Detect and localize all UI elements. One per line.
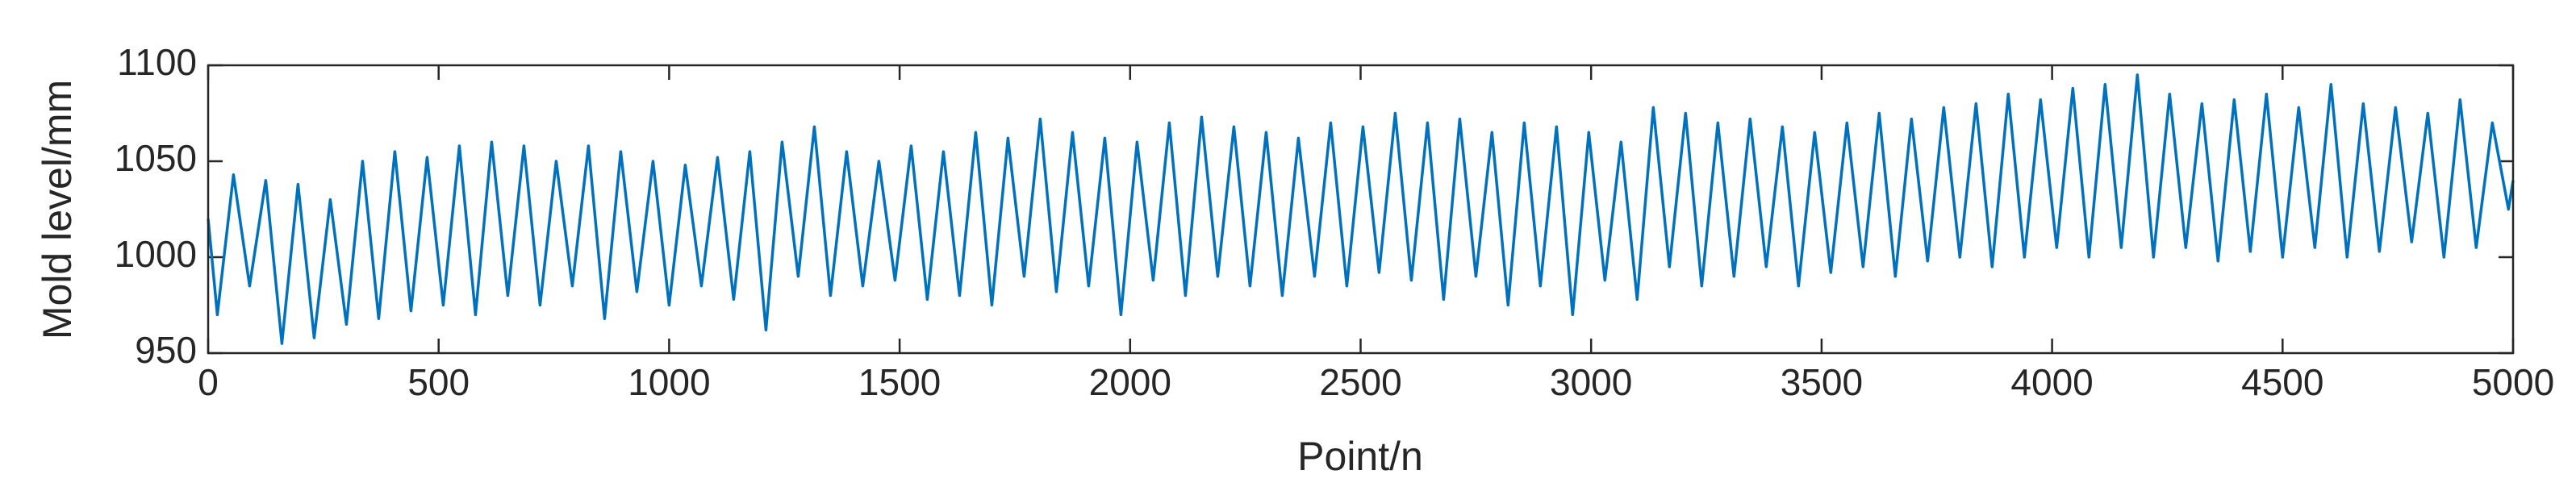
x-tick-label: 1000 [628,361,710,403]
x-axis-label: Point/n [1297,434,1423,479]
x-tick-label: 3000 [1550,361,1632,403]
x-tick-label: 3500 [1781,361,1863,403]
plot-frame [207,64,2515,355]
x-tick-label: 1500 [858,361,941,403]
x-tick-label: 500 [407,361,470,403]
data-line [207,73,2515,345]
y-tick-label: 1000 [115,233,197,275]
y-tick-label: 1050 [115,137,197,179]
x-tick-label: 0 [198,361,219,403]
x-tick-label: 2500 [1319,361,1401,403]
x-tick-label: 4500 [2241,361,2323,403]
y-tick-label: 1100 [117,41,197,83]
x-tick-label: 2000 [1089,361,1171,403]
y-tick-label: 950 [135,329,197,371]
x-tick-label: 4000 [2010,361,2093,403]
y-axis-label: Mold level/mm [35,80,80,339]
x-tick-label: 5000 [2472,361,2554,403]
